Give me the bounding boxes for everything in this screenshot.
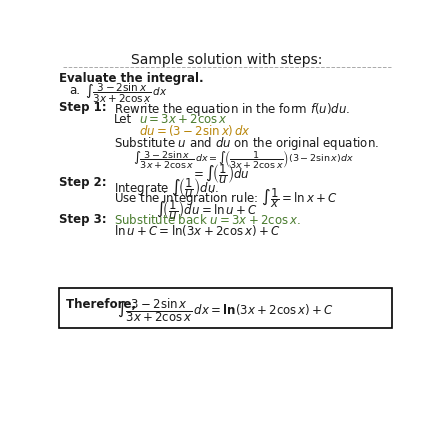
Text: Step 2:: Step 2: — [59, 176, 107, 189]
Text: Substitute $u$ and $du$ on the original equation.: Substitute $u$ and $du$ on the original … — [113, 135, 378, 152]
Text: $\int\dfrac{3-2\sin x}{3x+2\cos x}\,dx$: $\int\dfrac{3-2\sin x}{3x+2\cos x}\,dx$ — [85, 81, 167, 104]
Text: $\int\dfrac{3-2\sin x}{3x+2\cos x}\,dx = \mathbf{ln}(3x + 2\cos x) + C$: $\int\dfrac{3-2\sin x}{3x+2\cos x}\,dx =… — [117, 298, 334, 324]
Text: Evaluate the integral.: Evaluate the integral. — [59, 72, 204, 85]
FancyBboxPatch shape — [59, 288, 392, 328]
Text: Sample solution with steps:: Sample solution with steps: — [131, 53, 323, 67]
Text: Substitute back $u = 3x + 2\cos x$.: Substitute back $u = 3x + 2\cos x$. — [113, 213, 300, 227]
Text: Use the integration rule: $\int\dfrac{1}{x} = \ln x + C$: Use the integration rule: $\int\dfrac{1}… — [113, 187, 337, 210]
Text: a.: a. — [69, 84, 80, 97]
Text: $\ln u + C = \ln(3x + 2\cos x) + C$: $\ln u + C = \ln(3x + 2\cos x) + C$ — [113, 223, 280, 238]
Text: Therefore,: Therefore, — [66, 298, 140, 311]
Text: $= \int\!\left(\dfrac{1}{u}\right)du$: $= \int\!\left(\dfrac{1}{u}\right)du$ — [191, 162, 249, 186]
Text: $\int\dfrac{3-2\sin x}{3x+2\cos x}\,dx = \int\!\left(\dfrac{1}{3x+2\cos x}\right: $\int\dfrac{3-2\sin x}{3x+2\cos x}\,dx =… — [133, 147, 354, 170]
Text: $\int\!\left(\dfrac{1}{u}\right)du = \ln u + C$: $\int\!\left(\dfrac{1}{u}\right)du = \ln… — [156, 198, 258, 222]
Text: $du = (3 - 2\sin x)\,dx$: $du = (3 - 2\sin x)\,dx$ — [139, 123, 251, 138]
Text: Rewrite the equation in the form $f(u)du$.: Rewrite the equation in the form $f(u)du… — [113, 101, 350, 118]
Text: Step 3:: Step 3: — [59, 213, 107, 226]
Text: Step 1:: Step 1: — [59, 101, 107, 115]
Text: Let: Let — [113, 113, 132, 126]
Text: $u = 3x + 2\cos x$: $u = 3x + 2\cos x$ — [139, 113, 228, 126]
Text: Integrate $\int\!\left(\dfrac{1}{u}\right)du$.: Integrate $\int\!\left(\dfrac{1}{u}\righ… — [113, 176, 218, 200]
